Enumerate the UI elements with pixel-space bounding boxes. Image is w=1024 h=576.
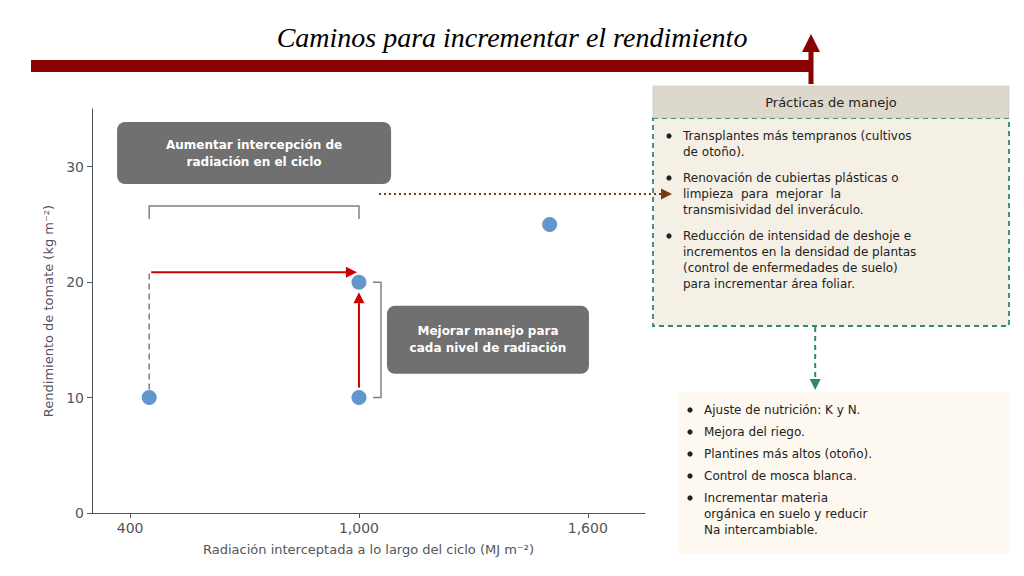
svg-text:0: 0 <box>75 505 84 521</box>
svg-text:Radiación interceptada a lo la: Radiación interceptada a lo largo del ci… <box>203 542 534 557</box>
svg-text:de otoño).: de otoño). <box>683 145 745 159</box>
svg-text:Caminos para incrementar el re: Caminos para incrementar el rendimiento <box>277 22 748 53</box>
svg-text:1,000: 1,000 <box>339 520 379 536</box>
svg-text:Na intercambiable.: Na intercambiable. <box>704 523 818 537</box>
svg-text:limpieza para mejorar la: limpieza para mejorar la <box>683 187 841 201</box>
svg-text:Rendimiento de tomate (kg m⁻²): Rendimiento de tomate (kg m⁻²) <box>41 205 56 417</box>
svg-text:radiación en el ciclo: radiación en el ciclo <box>187 155 322 169</box>
svg-text:Renovación de cubiertas plásti: Renovación de cubiertas plásticas o <box>683 171 899 185</box>
svg-text:transmisividad del inveráculo.: transmisividad del inveráculo. <box>683 203 864 217</box>
svg-text:Control de mosca blanca.: Control de mosca blanca. <box>704 469 857 483</box>
svg-text:Aumentar intercepción de: Aumentar intercepción de <box>166 138 342 152</box>
svg-text:incrementos en la densidad de: incrementos en la densidad de plantas <box>683 245 916 259</box>
svg-text:1,600: 1,600 <box>568 520 608 536</box>
svg-text:orgánica en suelo y reducir: orgánica en suelo y reducir <box>704 507 867 521</box>
svg-text:cada nivel de radiación: cada nivel de radiación <box>410 341 567 355</box>
svg-text:Mejora del riego.: Mejora del riego. <box>704 425 805 439</box>
svg-text:Ajuste de nutrición: K y N.: Ajuste de nutrición: K y N. <box>704 403 860 417</box>
svg-text:20: 20 <box>66 274 84 290</box>
svg-text:(control de enfermedades de su: (control de enfermedades de suelo) <box>683 261 898 275</box>
svg-text:Incrementar materia: Incrementar materia <box>704 491 828 505</box>
svg-text:para incrementar área foliar.: para incrementar área foliar. <box>683 277 855 291</box>
svg-text:30: 30 <box>66 159 84 175</box>
svg-text:Plantines más altos (otoño).: Plantines más altos (otoño). <box>704 447 872 461</box>
svg-text:10: 10 <box>66 390 84 406</box>
svg-text:Mejorar manejo para: Mejorar manejo para <box>417 324 558 338</box>
svg-text:Prácticas de manejo: Prácticas de manejo <box>765 95 897 110</box>
svg-text:Reducción de intensidad de des: Reducción de intensidad de deshoje e <box>683 229 911 243</box>
svg-text:400: 400 <box>117 520 144 536</box>
svg-text:Transplantes más tempranos (cu: Transplantes más tempranos (cultivos <box>682 129 912 143</box>
